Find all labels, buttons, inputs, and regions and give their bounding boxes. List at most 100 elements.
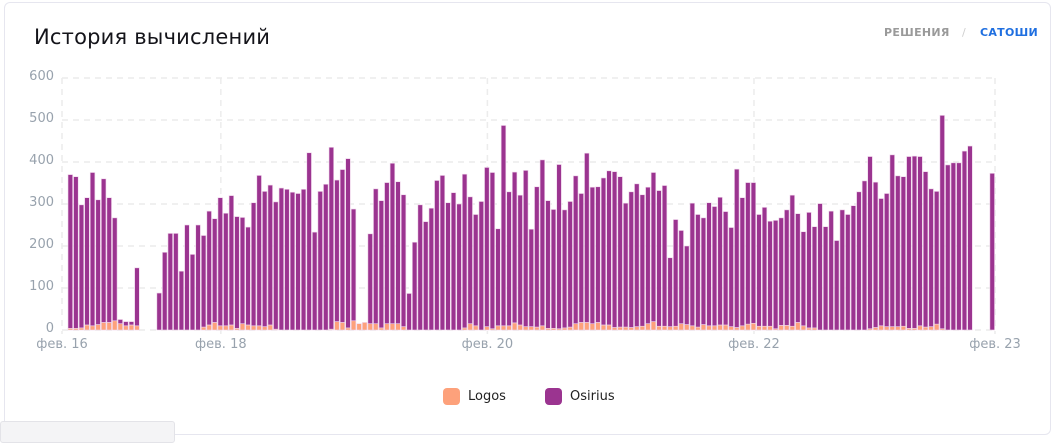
bar-osirius[interactable] — [850, 205, 857, 331]
bar-osirius[interactable] — [350, 208, 357, 322]
bar-osirius[interactable] — [617, 176, 623, 328]
bar-osirius[interactable] — [178, 270, 185, 331]
bar-logos[interactable] — [101, 322, 107, 331]
bar-logos[interactable] — [623, 326, 629, 331]
bar-logos[interactable] — [223, 325, 229, 331]
bar-osirius[interactable] — [378, 200, 384, 329]
bar-logos[interactable] — [934, 323, 940, 331]
bar-osirius[interactable] — [611, 171, 618, 328]
bar-logos[interactable] — [561, 327, 568, 331]
bar-osirius[interactable] — [95, 199, 101, 325]
bar-osirius[interactable] — [834, 240, 840, 331]
bar-osirius[interactable] — [212, 218, 218, 323]
bar-logos[interactable] — [500, 325, 507, 331]
bar-osirius[interactable] — [595, 186, 601, 323]
bar-osirius[interactable] — [489, 172, 496, 330]
bar-osirius[interactable] — [989, 173, 995, 331]
bar-osirius[interactable] — [639, 194, 645, 327]
bar-osirius[interactable] — [506, 191, 512, 327]
bottom-panel-tab[interactable] — [0, 421, 175, 443]
bar-osirius[interactable] — [484, 167, 490, 327]
bar-osirius[interactable] — [861, 180, 868, 331]
bar-osirius[interactable] — [217, 197, 223, 327]
bar-osirius[interactable] — [167, 233, 173, 331]
bar-osirius[interactable] — [789, 194, 795, 327]
bar-osirius[interactable] — [656, 190, 662, 327]
bar-osirius[interactable] — [689, 202, 695, 327]
bar-osirius[interactable] — [945, 164, 951, 331]
bar-osirius[interactable] — [878, 198, 884, 327]
bar-osirius[interactable] — [950, 162, 956, 331]
bar-osirius[interactable] — [839, 209, 845, 331]
bar-logos[interactable] — [750, 322, 757, 331]
bar-osirius[interactable] — [634, 183, 640, 327]
bar-logos[interactable] — [95, 324, 101, 331]
bar-osirius[interactable] — [500, 125, 507, 327]
bar-osirius[interactable] — [872, 181, 879, 328]
bar-osirius[interactable] — [806, 212, 812, 329]
bar-osirius[interactable] — [678, 230, 684, 325]
bar-logos[interactable] — [684, 324, 690, 331]
bar-osirius[interactable] — [711, 206, 718, 327]
bar-osirius[interactable] — [961, 150, 968, 331]
bar-osirius[interactable] — [384, 182, 390, 324]
bar-logos[interactable] — [767, 325, 773, 331]
bar-logos[interactable] — [539, 325, 546, 331]
bar-osirius[interactable] — [478, 201, 484, 331]
bar-osirius[interactable] — [511, 171, 518, 324]
bar-osirius[interactable] — [423, 221, 429, 331]
bar-osirius[interactable] — [389, 162, 396, 324]
bar-logos[interactable] — [84, 324, 90, 331]
bar-osirius[interactable] — [317, 191, 323, 331]
bar-osirius[interactable] — [312, 231, 318, 331]
bar-osirius[interactable] — [745, 182, 751, 325]
bar-osirius[interactable] — [939, 115, 945, 330]
bar-logos[interactable] — [106, 322, 112, 331]
bar-logos[interactable] — [467, 323, 473, 331]
bar-osirius[interactable] — [450, 192, 457, 331]
bar-logos[interactable] — [239, 323, 246, 331]
bar-logos[interactable] — [889, 326, 895, 331]
bar-osirius[interactable] — [934, 191, 940, 325]
bar-logos[interactable] — [789, 325, 795, 331]
bar-osirius[interactable] — [750, 182, 757, 324]
bar-logos[interactable] — [228, 324, 235, 331]
bar-osirius[interactable] — [956, 162, 962, 331]
bar-osirius[interactable] — [628, 191, 634, 328]
bar-osirius[interactable] — [284, 189, 290, 331]
bar-logos[interactable] — [495, 325, 501, 331]
bar-osirius[interactable] — [289, 191, 296, 331]
bar-logos[interactable] — [589, 323, 595, 331]
bar-logos[interactable] — [745, 323, 751, 331]
bar-logos[interactable] — [611, 327, 618, 331]
bar-osirius[interactable] — [156, 292, 162, 331]
bar-logos[interactable] — [806, 327, 812, 331]
bar-osirius[interactable] — [434, 180, 440, 331]
bar-osirius[interactable] — [339, 169, 346, 323]
bar-osirius[interactable] — [267, 184, 273, 326]
bar-osirius[interactable] — [134, 267, 140, 327]
bar-osirius[interactable] — [811, 226, 818, 329]
bar-logos[interactable] — [534, 326, 540, 331]
bar-logos[interactable] — [462, 327, 468, 331]
bar-osirius[interactable] — [528, 228, 534, 327]
bar-logos[interactable] — [695, 326, 701, 331]
bar-logos[interactable] — [617, 326, 623, 331]
bar-osirius[interactable] — [406, 293, 412, 331]
legend-item-osirius[interactable]: Osirius — [545, 388, 615, 405]
bar-logos[interactable] — [734, 327, 740, 331]
bar-osirius[interactable] — [67, 174, 73, 329]
bar-osirius[interactable] — [73, 176, 79, 329]
bar-osirius[interactable] — [889, 154, 895, 327]
bar-logos[interactable] — [378, 327, 384, 331]
bar-osirius[interactable] — [567, 201, 573, 328]
bar-osirius[interactable] — [523, 170, 529, 327]
bar-logos[interactable] — [123, 325, 129, 331]
bar-osirius[interactable] — [906, 156, 912, 329]
bar-logos[interactable] — [761, 325, 768, 331]
bar-logos[interactable] — [373, 323, 379, 331]
bar-osirius[interactable] — [173, 233, 179, 331]
bar-osirius[interactable] — [323, 183, 329, 331]
bar-osirius[interactable] — [761, 207, 768, 327]
bar-osirius[interactable] — [584, 152, 590, 323]
